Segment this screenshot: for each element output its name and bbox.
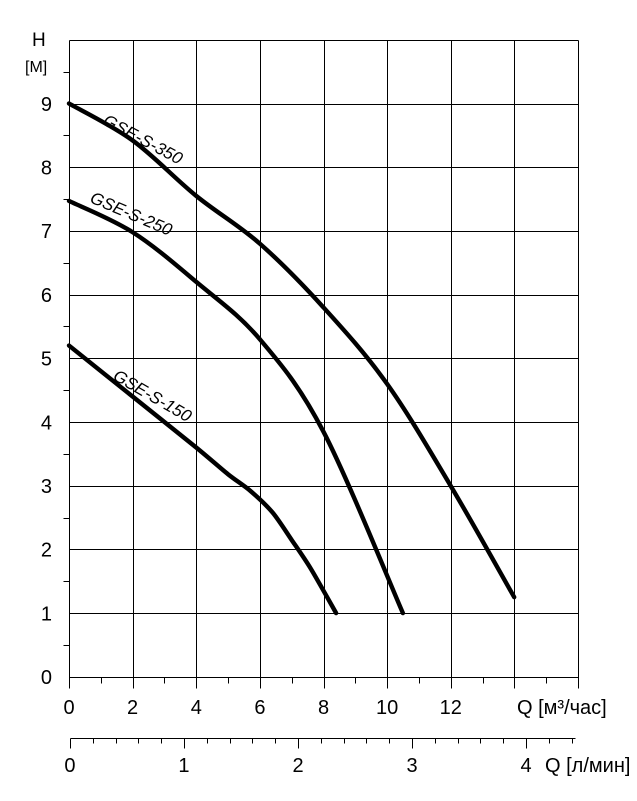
svg-text:9: 9 xyxy=(41,94,52,116)
svg-text:0: 0 xyxy=(63,697,74,719)
svg-text:1: 1 xyxy=(41,603,52,625)
svg-text:H: H xyxy=(32,30,46,51)
svg-text:Q [м³/час]: Q [м³/час] xyxy=(517,697,607,719)
svg-text:2: 2 xyxy=(127,697,138,719)
svg-text:0: 0 xyxy=(64,755,75,777)
svg-text:Q [л/мин]: Q [л/мин] xyxy=(545,755,630,777)
svg-text:2: 2 xyxy=(41,540,52,562)
svg-text:2: 2 xyxy=(292,755,303,777)
svg-text:10: 10 xyxy=(376,697,398,719)
svg-text:8: 8 xyxy=(41,158,52,180)
svg-text:1: 1 xyxy=(178,755,189,777)
svg-text:4: 4 xyxy=(191,697,202,719)
svg-text:4: 4 xyxy=(41,412,52,434)
svg-text:7: 7 xyxy=(41,221,52,243)
svg-text:0: 0 xyxy=(41,667,52,689)
svg-text:3: 3 xyxy=(41,476,52,498)
svg-text:6: 6 xyxy=(41,285,52,307)
svg-text:3: 3 xyxy=(406,755,417,777)
svg-text:5: 5 xyxy=(41,349,52,371)
svg-text:6: 6 xyxy=(254,697,265,719)
svg-text:12: 12 xyxy=(440,697,462,719)
svg-text:[M]: [M] xyxy=(25,59,47,76)
svg-text:8: 8 xyxy=(318,697,329,719)
svg-text:4: 4 xyxy=(521,755,532,777)
